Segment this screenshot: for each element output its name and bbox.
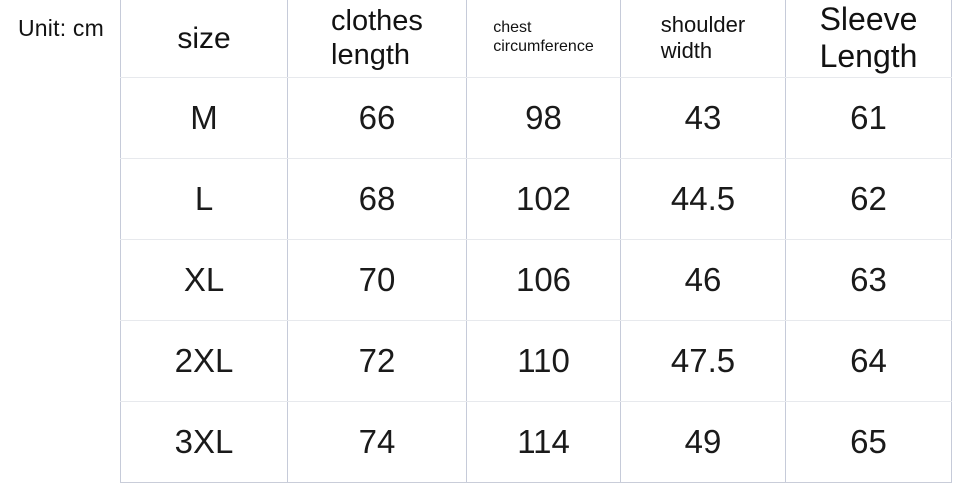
value-cell: 62 (785, 157, 952, 240)
value-cell: 61 (785, 76, 952, 159)
table-row: 3XL 74 114 49 65 (120, 400, 952, 483)
value-cell: 98 (466, 76, 621, 159)
column-header: chest circumference (466, 0, 621, 78)
value-cell: 102 (466, 157, 621, 240)
value-cell: 66 (287, 76, 467, 159)
value-cell: 110 (466, 319, 621, 402)
table-row: 2XL 72 110 47.5 64 (120, 319, 952, 402)
column-header: size (120, 0, 288, 78)
table-row: M 66 98 43 61 (120, 76, 952, 159)
value-cell: 65 (785, 400, 952, 483)
column-header-label: shoulder width (660, 12, 746, 64)
column-header-label: size (177, 21, 231, 55)
column-header-label: clothes length (331, 5, 423, 72)
size-cell: XL (120, 238, 288, 321)
value-cell: 63 (785, 238, 952, 321)
value-cell: 70 (287, 238, 467, 321)
size-cell: M (120, 76, 288, 159)
size-table: size clothes length chest circumference sho… (120, 0, 952, 483)
value-cell: 74 (287, 400, 467, 483)
value-cell: 72 (287, 319, 467, 402)
value-cell: 64 (785, 319, 952, 402)
table-row: L 68 102 44.5 62 (120, 157, 952, 240)
table-row: XL 70 106 46 63 (120, 238, 952, 321)
column-header-label: chest circumference (493, 19, 594, 56)
value-cell: 68 (287, 157, 467, 240)
column-header-label: Sleeve Length (819, 0, 918, 75)
column-header: clothes length (287, 0, 467, 78)
value-cell: 43 (620, 76, 786, 159)
value-cell: 47.5 (620, 319, 786, 402)
value-cell: 46 (620, 238, 786, 321)
table-body: M 66 98 43 61 L 68 102 44.5 62 XL 70 106 46 63 2XL 72 110… (120, 76, 952, 483)
size-cell: 2XL (120, 319, 288, 402)
unit-label: Unit: cm (18, 15, 104, 41)
value-cell: 44.5 (620, 157, 786, 240)
value-cell: 106 (466, 238, 621, 321)
column-header: Sleeve Length (785, 0, 952, 78)
value-cell: 114 (466, 400, 621, 483)
size-cell: 3XL (120, 400, 288, 483)
column-header: shoulder width (620, 0, 786, 78)
header-row: size clothes length chest circumference sho… (120, 0, 952, 78)
size-cell: L (120, 157, 288, 240)
value-cell: 49 (620, 400, 786, 483)
